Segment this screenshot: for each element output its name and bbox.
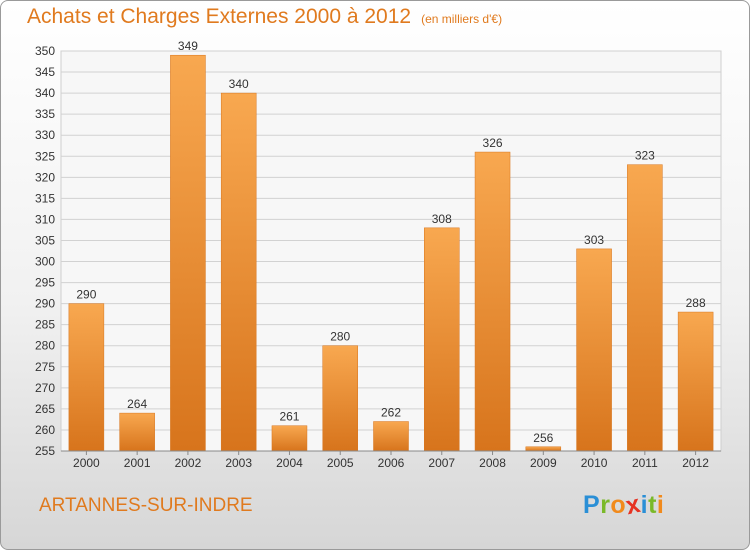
y-tick-label: 320 — [35, 170, 55, 184]
data-label: 308 — [432, 212, 452, 226]
x-tick-label: 2011 — [632, 456, 658, 470]
y-tick-label: 350 — [35, 44, 55, 58]
y-tick-label: 315 — [35, 191, 55, 205]
logo-letter: i — [640, 491, 649, 519]
logo-letter: o — [610, 491, 627, 519]
x-tick-label: 2003 — [225, 456, 252, 470]
bar — [220, 92, 257, 452]
bar — [677, 311, 714, 452]
y-tick-label: 260 — [35, 423, 55, 437]
x-tick-label: 2009 — [530, 456, 557, 470]
data-label: 264 — [127, 397, 147, 411]
x-tick-label: 2000 — [73, 456, 100, 470]
bar — [322, 345, 358, 452]
data-label: 256 — [533, 431, 553, 445]
y-tick-label: 305 — [35, 233, 55, 247]
data-label: 262 — [381, 406, 401, 420]
y-tick-label: 265 — [35, 402, 55, 416]
y-tick-label: 335 — [35, 107, 55, 121]
y-tick-label: 295 — [35, 276, 55, 290]
y-tick-label: 310 — [35, 212, 55, 226]
plot-area — [60, 50, 722, 452]
bar — [170, 54, 206, 452]
chart-title: Achats et Charges Externes 2000 à 2012 (e… — [27, 5, 502, 29]
title-text: Achats et Charges Externes 2000 à 2012 — [27, 5, 412, 28]
bar — [474, 151, 511, 452]
data-label: 303 — [584, 233, 604, 247]
x-tick-label: 2012 — [682, 456, 709, 470]
x-tick-label: 2010 — [581, 456, 608, 470]
x-tick-label: 2007 — [428, 456, 455, 470]
bar — [576, 248, 612, 452]
y-tick-label: 340 — [35, 86, 55, 100]
bar — [627, 164, 663, 452]
x-tick-label: 2001 — [124, 456, 151, 470]
bar — [68, 303, 105, 452]
logo-letter: P — [583, 491, 601, 519]
logo-letter: i — [656, 491, 665, 519]
data-label: 323 — [635, 149, 655, 163]
data-label: 280 — [330, 330, 350, 344]
bar — [271, 425, 308, 452]
data-label: 349 — [178, 39, 198, 53]
data-label: 290 — [76, 288, 96, 302]
proxiti-logo[interactable]: Proxiti — [583, 490, 665, 520]
x-tick-label: 2002 — [175, 456, 202, 470]
data-label: 340 — [229, 77, 249, 91]
y-tick-label: 290 — [35, 297, 55, 311]
y-tick-label: 300 — [35, 255, 55, 269]
commune-name: ARTANNES-SUR-INDRE — [39, 495, 253, 516]
bar — [373, 421, 409, 452]
bar — [424, 227, 460, 452]
bar — [119, 412, 155, 452]
y-tick-label: 330 — [35, 128, 55, 142]
data-label: 261 — [279, 410, 299, 424]
y-tick-label: 325 — [35, 149, 55, 163]
y-tick-label: 280 — [35, 339, 55, 353]
x-tick-label: 2005 — [327, 456, 354, 470]
y-tick-label: 255 — [35, 444, 55, 458]
y-tick-label: 285 — [35, 318, 55, 332]
data-label: 326 — [483, 136, 503, 150]
x-tick-label: 2004 — [276, 456, 303, 470]
y-tick-label: 270 — [35, 381, 55, 395]
logo-letter: t — [648, 491, 657, 519]
chart-subtitle: (en milliers d'€) — [421, 12, 503, 26]
y-tick-label: 275 — [35, 360, 55, 374]
y-tick-label: 345 — [35, 65, 55, 79]
logo-letter: r — [600, 491, 611, 519]
data-label: 288 — [686, 296, 706, 310]
bar — [525, 446, 562, 452]
x-tick-label: 2006 — [378, 456, 405, 470]
x-tick-label: 2008 — [479, 456, 506, 470]
